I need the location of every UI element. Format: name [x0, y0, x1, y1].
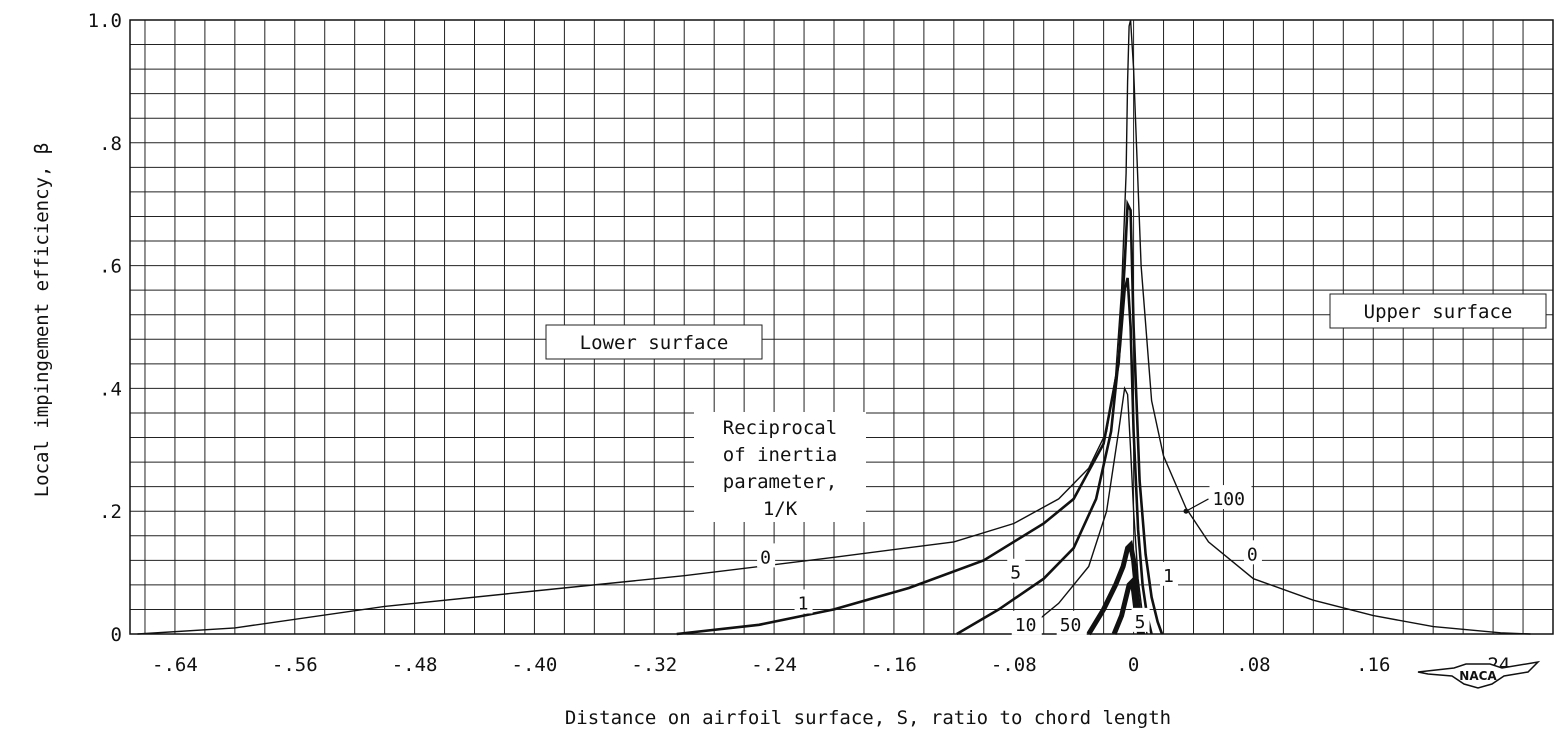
series-label-bg-0: [1243, 540, 1262, 565]
series-line-5: [956, 277, 1153, 636]
y-tick-label: 1.0: [88, 10, 122, 32]
legend-title-line-1: Reciprocal: [723, 417, 837, 439]
legend-title-line-2: of inertia: [723, 444, 837, 466]
lower-surface-label: Lower surface: [580, 332, 729, 354]
x-tick-label: .16: [1356, 654, 1390, 676]
legend-title-line-3: parameter,: [723, 471, 837, 493]
plot-frame: [129, 19, 1554, 635]
series-label-100-marker: [1183, 508, 1189, 514]
series-label-1: 1: [798, 593, 809, 614]
naca-logo-text: NACA: [1459, 669, 1497, 683]
series-label-1: 1: [1163, 566, 1174, 587]
series-label-5: 5: [1135, 612, 1146, 633]
legend-title-box: Reciprocal of inertia parameter, 1/K: [694, 412, 866, 522]
series-line-10: [1020, 386, 1148, 635]
naca-logo: NACA: [1417, 660, 1541, 689]
x-tick-label: -.64: [152, 654, 198, 676]
x-tick-label: -.32: [631, 654, 677, 676]
grid: [130, 19, 1554, 635]
y-axis-label: Local impingement efficiency, β: [31, 143, 53, 498]
x-tick-label: .08: [1236, 654, 1270, 676]
series-label-100: 100: [1212, 489, 1245, 510]
series-label-50: 50: [1060, 615, 1082, 636]
upper-surface-box: Upper surface: [1329, 293, 1547, 329]
legend-title-line-4: 1/K: [763, 498, 798, 520]
series-label-bg-1: [794, 589, 813, 614]
x-tick-label: -.08: [991, 654, 1037, 676]
y-tick-labels: 0 .2 .4 .6 .8 1.0: [88, 10, 122, 646]
series-label-bg-100: [1209, 485, 1252, 510]
series-label-bg-50: [1056, 610, 1087, 635]
series-label-bg-10: [1011, 610, 1042, 635]
lower-surface-box: Lower surface: [545, 324, 763, 360]
x-axis-label: Distance on airfoil surface, S, ratio to…: [565, 707, 1171, 729]
y-tick-label: .2: [99, 501, 122, 523]
x-tick-label: 0: [1128, 654, 1139, 676]
series-label-100-leader: [1185, 498, 1209, 512]
series-group: [137, 19, 1531, 636]
series-label-bg-1: [1160, 561, 1179, 586]
x-tick-label: -.56: [272, 654, 318, 676]
x-tick-label: -.48: [392, 654, 438, 676]
series-label-5: 5: [1010, 563, 1021, 584]
upper-surface-label: Upper surface: [1364, 301, 1513, 323]
curve-labels: 0 0 1 1 5 5 10 50 100: [757, 485, 1262, 636]
y-tick-label: .4: [99, 378, 122, 400]
series-label-0: 0: [760, 547, 771, 568]
series-label-bg-0: [757, 543, 776, 568]
y-tick-label: 0: [111, 624, 122, 646]
series-label-bg-5: [1131, 607, 1150, 632]
x-tick-label: -.24: [751, 654, 797, 676]
plot-border: [129, 19, 1554, 635]
x-tick-label: -.16: [871, 654, 917, 676]
y-tick-label: .6: [99, 256, 122, 278]
x-tick-labels: -.64-.56-.48-.40-.32-.24-.16-.080.08.16.…: [152, 654, 1510, 676]
series-line-0: [137, 19, 1531, 635]
x-tick-label: -.40: [512, 654, 558, 676]
series-label-10: 10: [1015, 615, 1037, 636]
series-label-0: 0: [1247, 544, 1258, 565]
y-tick-label: .8: [99, 133, 122, 155]
series-label-bg-5: [1007, 558, 1026, 583]
series-line-50: [1086, 539, 1146, 636]
